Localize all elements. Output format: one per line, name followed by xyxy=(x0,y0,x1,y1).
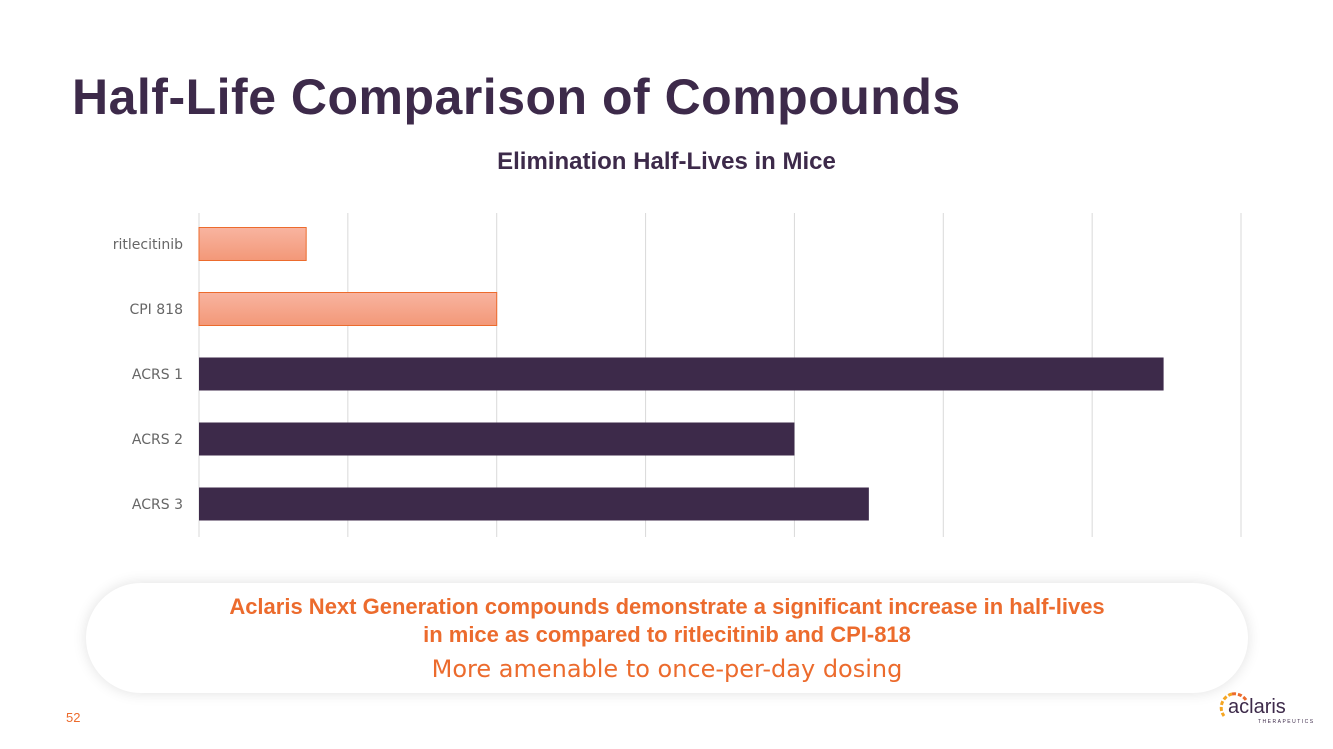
category-label: ritlecitinib xyxy=(113,237,183,253)
callout-line-1: Aclaris Next Generation compounds demons… xyxy=(229,594,1105,619)
category-label: CPI 818 xyxy=(129,302,183,318)
page-title: Half-Life Comparison of Compounds xyxy=(72,69,961,125)
logo-text: aclaris xyxy=(1228,696,1286,718)
page-number: 52 xyxy=(66,710,81,725)
bar-chart: ritlecitinib CPI 818 ACRS 1 ACRS 2 ACRS 3 xyxy=(113,213,1242,537)
bar-acrs-3 xyxy=(199,487,869,521)
callout-line-3: More amenable to once-per-day dosing xyxy=(431,655,903,683)
bar-cpi-818 xyxy=(198,292,498,326)
category-label: ACRS 2 xyxy=(132,432,183,448)
aclaris-logo: aclaris THERAPEUTICS xyxy=(1219,692,1315,725)
callout-line-2: in mice as compared to ritlecitinib and … xyxy=(423,622,911,647)
bar-ritlecitinib xyxy=(198,227,307,261)
callout-box: Aclaris Next Generation compounds demons… xyxy=(86,583,1248,693)
category-label: ACRS 3 xyxy=(132,497,183,513)
bar-acrs-1 xyxy=(199,357,1164,391)
category-label: ACRS 1 xyxy=(132,367,183,383)
chart-title: Elimination Half-Lives in Mice xyxy=(497,148,836,175)
bar-acrs-2 xyxy=(199,422,795,456)
logo-subtext: THERAPEUTICS xyxy=(1258,719,1315,725)
